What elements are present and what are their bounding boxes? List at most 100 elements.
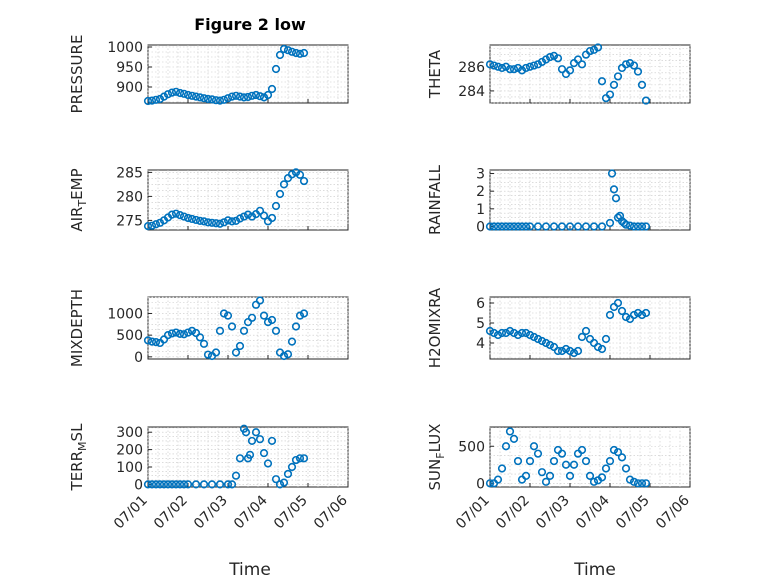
data-point xyxy=(625,475,635,484)
data-point xyxy=(601,334,611,344)
figure-title: Figure 2 low xyxy=(194,15,306,34)
data-point xyxy=(565,66,575,75)
data-point xyxy=(521,328,531,338)
data-point xyxy=(521,471,531,480)
y-tick-label: 280 xyxy=(116,189,143,205)
y-tick-label: 275 xyxy=(116,213,143,229)
data-point xyxy=(187,326,197,335)
data-point xyxy=(497,328,507,338)
y-axis-label-main: TERR xyxy=(68,451,86,492)
data-point xyxy=(489,328,499,338)
data-point xyxy=(589,477,599,486)
data-point xyxy=(207,95,217,104)
data-point xyxy=(637,222,647,231)
data-point xyxy=(557,222,567,231)
y-tick-label: 285 xyxy=(116,165,143,181)
data-point xyxy=(207,480,217,489)
data-point xyxy=(167,210,177,219)
data-point xyxy=(287,47,297,56)
data-point xyxy=(569,348,579,358)
data-point xyxy=(243,210,253,219)
data-point xyxy=(247,436,257,446)
data-point xyxy=(549,456,559,466)
data-point xyxy=(493,330,503,340)
data-point xyxy=(613,448,623,457)
data-point xyxy=(621,464,631,473)
data-point xyxy=(629,310,639,320)
data-point xyxy=(283,350,293,359)
data-point xyxy=(529,332,539,342)
data-point xyxy=(573,55,583,64)
data-point xyxy=(275,189,285,199)
data-point xyxy=(505,65,515,74)
y-tick-label: 0 xyxy=(476,219,485,235)
data-point xyxy=(597,77,607,86)
data-point xyxy=(203,350,213,359)
data-point xyxy=(501,328,511,338)
data-point xyxy=(183,90,193,100)
data-point xyxy=(187,91,197,100)
data-point xyxy=(597,473,607,482)
data-point xyxy=(593,342,603,352)
data-point xyxy=(219,218,229,227)
axes-box xyxy=(147,296,349,360)
data-point xyxy=(167,88,177,97)
data-point xyxy=(267,436,277,446)
data-point xyxy=(163,90,173,99)
data-point xyxy=(537,468,547,477)
data-point xyxy=(541,477,551,486)
data-point xyxy=(557,65,567,74)
data-point xyxy=(179,480,189,489)
y-axis-label: H2OMIXRA xyxy=(426,287,444,368)
panel-theta: 284 286 THETA xyxy=(426,43,691,105)
y-tick-label: 2 xyxy=(476,184,485,200)
data-point xyxy=(147,221,157,230)
data-point xyxy=(167,480,177,489)
data-point xyxy=(255,296,265,305)
data-point xyxy=(187,214,197,224)
data-point xyxy=(235,214,245,223)
data-point xyxy=(565,346,575,356)
data-point xyxy=(573,346,583,356)
data-point xyxy=(191,92,201,101)
x-axis-label-right: Time xyxy=(573,560,616,580)
data-point xyxy=(621,60,631,69)
data-point xyxy=(485,326,495,336)
data-point xyxy=(211,96,221,105)
data-point xyxy=(151,337,161,347)
data-point xyxy=(553,346,563,356)
data-point xyxy=(633,67,643,76)
data-point xyxy=(485,222,495,231)
data-point xyxy=(143,480,153,489)
data-point xyxy=(263,459,273,468)
data-point xyxy=(505,427,515,436)
y-tick-label: 5 xyxy=(476,316,485,332)
panel-rainfall: 01 23 RAINFALL xyxy=(426,164,691,235)
data-point xyxy=(541,222,551,231)
data-point xyxy=(613,72,623,81)
data-point xyxy=(533,449,543,458)
data-point xyxy=(151,480,161,489)
data-point xyxy=(291,48,301,58)
data-point xyxy=(509,328,519,338)
data-point xyxy=(179,330,189,339)
data-point xyxy=(271,475,281,484)
data-point xyxy=(215,326,225,335)
panel-sun_flux: 0 500 07/01 07/02 07/03 07/04 07/05 07/06 SUNFLU… xyxy=(426,424,693,533)
data-point xyxy=(245,450,255,459)
data-point xyxy=(577,332,587,342)
data-point xyxy=(613,298,623,308)
y-axis-label-main: H2OMIXRA xyxy=(426,287,444,368)
data-point xyxy=(295,311,305,320)
data-point xyxy=(287,170,297,179)
data-point xyxy=(271,201,281,211)
data-point xyxy=(529,61,539,70)
y-axis-label-main: SUN xyxy=(426,459,444,491)
data-point xyxy=(601,464,611,473)
data-point xyxy=(251,90,261,100)
data-point xyxy=(505,326,515,336)
data-point xyxy=(497,464,507,473)
data-point xyxy=(259,93,269,102)
data-point xyxy=(215,219,225,228)
